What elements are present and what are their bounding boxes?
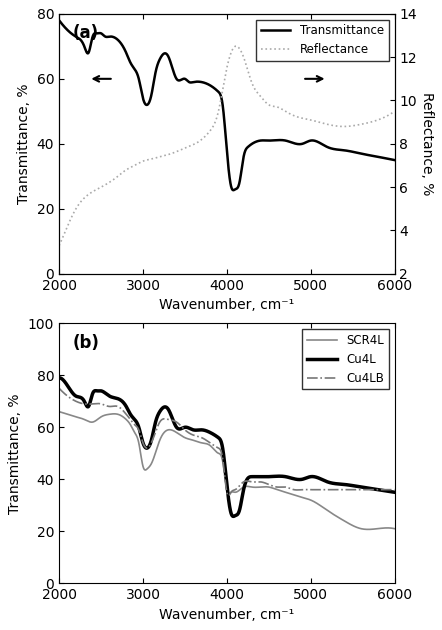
Reflectance [220,88,225,96]
Transmittance [57,16,62,24]
SCR4L [366,525,371,533]
Line: Cu4LB: Cu4LB [59,388,395,496]
SCR4L [382,524,388,532]
Transmittance [211,84,216,91]
Transmittance [231,186,236,194]
Cu4L [57,374,62,382]
SCR4L [220,455,225,463]
Text: (b): (b) [72,334,99,352]
Line: SCR4L: SCR4L [59,411,395,529]
Cu4LB [57,384,62,392]
Line: Reflectance: Reflectance [59,46,395,246]
Text: (a): (a) [72,24,99,42]
SCR4L [320,504,326,512]
Cu4LB [392,486,397,493]
Transmittance [220,98,225,106]
Reflectance [57,242,62,249]
Reflectance [233,42,239,50]
Cu4L [392,488,397,496]
SCR4L [57,408,62,415]
Reflectance [392,108,397,115]
Cu4L [74,392,79,400]
Cu4LB [220,452,225,460]
Reflectance [382,113,388,121]
X-axis label: Wavenumber, cm⁻¹: Wavenumber, cm⁻¹ [159,608,294,622]
X-axis label: Wavenumber, cm⁻¹: Wavenumber, cm⁻¹ [159,298,294,312]
SCR4L [73,413,79,421]
SCR4L [211,445,216,452]
Cu4LB [226,492,231,500]
Legend: Transmittance, Reflectance: Transmittance, Reflectance [256,20,389,61]
Cu4LB [73,398,79,405]
Cu4LB [382,486,388,493]
Y-axis label: Transmittance, %: Transmittance, % [17,84,31,204]
Transmittance [382,154,388,162]
Legend: SCR4L, Cu4L, Cu4LB: SCR4L, Cu4L, Cu4LB [302,329,389,389]
Reflectance [73,205,79,212]
Cu4LB [321,486,326,493]
SCR4L [392,525,397,532]
Cu4L [57,374,62,382]
Cu4L [382,487,388,495]
Cu4L [231,513,236,520]
Reflectance [321,120,326,127]
Cu4L [211,430,216,438]
Cu4L [220,443,225,450]
Reflectance [382,113,388,121]
Cu4LB [211,442,216,449]
SCR4L [382,524,388,532]
Reflectance [211,122,216,130]
Cu4L [382,487,388,495]
Cu4LB [382,486,388,493]
Line: Transmittance: Transmittance [59,20,395,190]
Transmittance [321,141,326,149]
Y-axis label: Reflectance, %: Reflectance, % [419,92,434,195]
Line: Cu4L: Cu4L [59,378,395,517]
Transmittance [382,154,388,162]
Y-axis label: Transmittance, %: Transmittance, % [8,393,23,513]
Transmittance [73,33,79,40]
Cu4L [321,476,326,484]
Transmittance [392,156,397,164]
